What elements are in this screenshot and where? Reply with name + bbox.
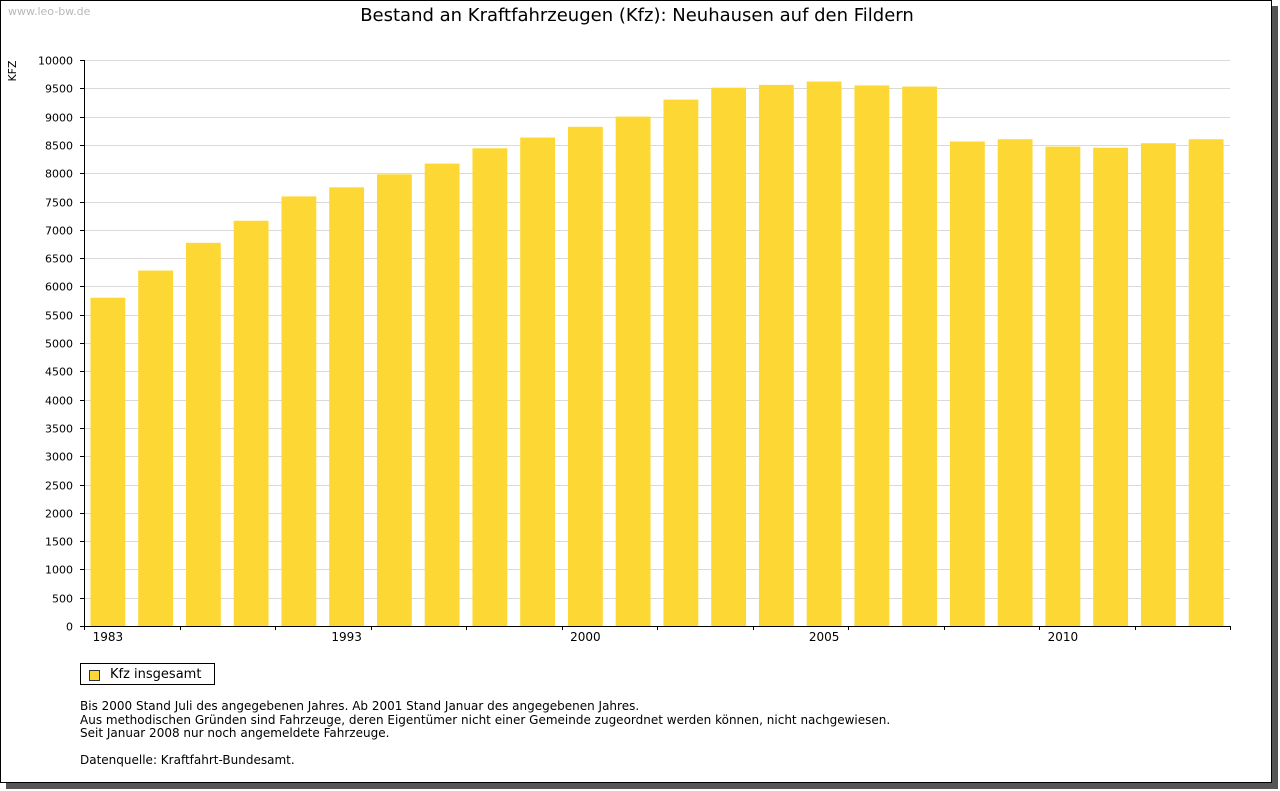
y-tick-label: 4000: [45, 395, 73, 408]
y-tick-label: 7000: [45, 225, 73, 238]
bar-2012: [1140, 143, 1176, 626]
legend-swatch: [89, 670, 100, 681]
y-tick-label: 6500: [45, 253, 73, 266]
footnote-1: Bis 2000 Stand Juli des angegebenen Jahr…: [80, 699, 640, 713]
y-axis-label: KFZ: [6, 60, 19, 82]
footnote-3: Seit Januar 2008 nur noch angemeldete Fa…: [80, 726, 390, 740]
y-tick-label: 1000: [45, 564, 73, 577]
bar-2011: [1093, 147, 1129, 627]
y-tick-label: 3500: [45, 423, 73, 436]
y-tick-label: 5000: [45, 338, 73, 351]
y-tick-label: 10000: [38, 55, 73, 68]
bar-2000: [615, 116, 651, 626]
bar-1997: [520, 137, 556, 627]
bar-2009: [997, 139, 1033, 627]
data-source: Datenquelle: Kraftfahrt-Bundesamt.: [80, 752, 295, 767]
bar-1995: [424, 163, 460, 626]
bar-2008: [949, 141, 985, 626]
watermark: www.leo-bw.de: [8, 5, 91, 18]
frame-shadow-right: [1272, 6, 1278, 789]
bar-2004: [758, 84, 794, 627]
bar-2007: [902, 86, 938, 627]
bar-2003: [711, 87, 747, 626]
x-tick-label: 2010: [1048, 630, 1079, 644]
y-tick-label: 7500: [45, 197, 73, 210]
y-tick-label: 500: [52, 593, 73, 606]
y-tick-label: 1500: [45, 536, 73, 549]
x-tick-label: 2000: [570, 630, 601, 644]
x-tick-label: 1983: [93, 630, 124, 644]
y-tick-label: 9500: [45, 83, 73, 96]
legend: Kfz insgesamt: [80, 663, 215, 685]
y-tick-label: 3000: [45, 451, 73, 464]
y-tick-label: 2000: [45, 508, 73, 521]
y-tick-label: 8500: [45, 140, 73, 153]
y-tick-label: 2500: [45, 480, 73, 493]
bar-1992: [281, 196, 317, 626]
bar-2006: [854, 85, 890, 627]
bar-2002: [663, 99, 699, 627]
y-tick-label: 4500: [45, 366, 73, 379]
y-tick-label: 5500: [45, 310, 73, 323]
bar-2005: [806, 81, 842, 627]
y-tick-label: 0: [66, 621, 73, 634]
y-tick-label: 8000: [45, 168, 73, 181]
x-tick-label: 2005: [809, 630, 840, 644]
frame-shadow-bottom: [6, 783, 1278, 789]
bar-1998: [567, 126, 603, 627]
bar-2010: [1045, 146, 1081, 626]
x-tick-label: 1993: [331, 630, 362, 644]
bar-1996: [472, 148, 508, 626]
chart-title: Bestand an Kraftfahrzeugen (Kfz): Neuhau…: [360, 5, 914, 26]
bar-2013: [1188, 139, 1224, 627]
y-tick-label: 9000: [45, 112, 73, 125]
footnote-2: Aus methodischen Gründen sind Fahrzeuge,…: [80, 712, 891, 727]
bar-1993: [329, 187, 365, 626]
y-tick-label: 6000: [45, 281, 73, 294]
bar-1988: [233, 220, 269, 626]
bar-1986: [138, 270, 174, 626]
bar-1994: [376, 174, 412, 626]
bar-1987: [185, 242, 221, 626]
bar-1983: [90, 297, 126, 626]
legend-label: Kfz insgesamt: [110, 667, 202, 682]
footnotes: Bis 2000 Stand Juli des angegebenen Jahr…: [80, 699, 891, 767]
